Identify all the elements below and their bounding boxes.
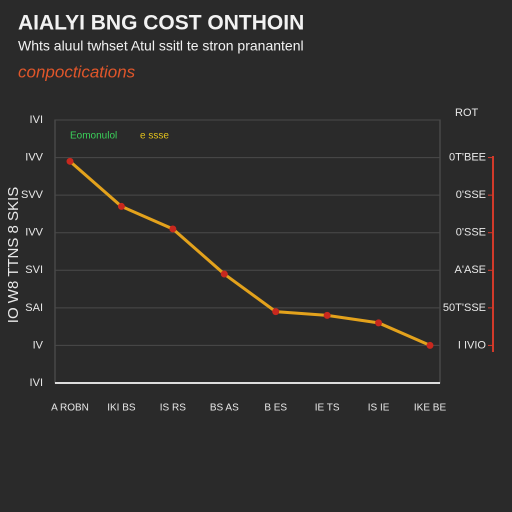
x-tick-label: IS IE xyxy=(368,403,390,414)
y-tick-label: IVV xyxy=(25,151,43,163)
y2-tick-label: 50T'SSE xyxy=(443,302,486,314)
y-tick-label: SVI xyxy=(25,264,43,276)
data-point xyxy=(220,270,228,278)
y-tick-label: IVV xyxy=(25,227,43,239)
x-tick-label: B ES xyxy=(264,403,287,414)
data-point xyxy=(375,319,383,327)
data-point xyxy=(426,341,434,349)
x-tick-label: A ROBN xyxy=(51,403,89,414)
y2-axis-label: ROT xyxy=(455,107,479,119)
y2-tick-label: 0T'BEE xyxy=(449,151,486,163)
y2-tick-label: 0'SSE xyxy=(456,227,486,239)
y-tick-label: IV xyxy=(33,339,44,351)
legend-entry: Eomonulol xyxy=(70,131,117,142)
y-tick-label: IVI xyxy=(30,377,43,389)
y-tick-label: IVI xyxy=(30,114,43,126)
chart-subtitle: Whts aluul twhset Atul ssitl te stron pr… xyxy=(18,38,304,54)
y-tick-label: SAI xyxy=(25,302,43,314)
data-line xyxy=(69,160,431,347)
y-tick-label: SVV xyxy=(21,189,44,201)
x-tick-label: BS AS xyxy=(210,403,239,414)
data-point xyxy=(66,157,74,165)
data-point xyxy=(169,225,177,233)
x-tick-label: IKE BE xyxy=(414,403,447,414)
y2-tick-label: A'ASE xyxy=(455,264,486,276)
y-axis-label: IO W8 TTNS 8 SKIS xyxy=(5,187,22,323)
x-tick-label: IS RS xyxy=(160,403,186,414)
x-tick-label: IE TS xyxy=(315,403,340,414)
data-point xyxy=(117,202,125,210)
y2-tick-label: I IVIO xyxy=(458,339,487,351)
chart-title: AIALYI BNG COST ONTHOIN xyxy=(18,12,304,35)
annotation: conpoctications xyxy=(18,62,136,81)
x-tick-label: IKI BS xyxy=(107,403,136,414)
legend-note: e ssse xyxy=(140,131,169,142)
data-point xyxy=(272,308,280,316)
data-point xyxy=(323,311,331,319)
y2-tick-label: 0'SSE xyxy=(456,189,486,201)
